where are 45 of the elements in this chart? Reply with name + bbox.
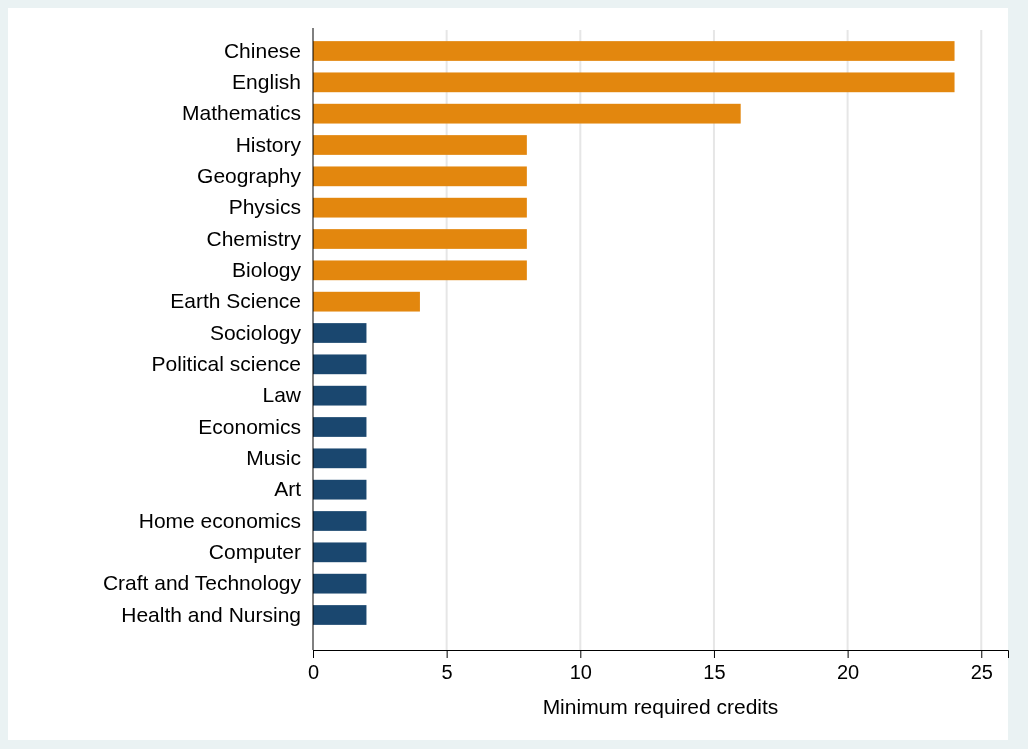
- y-tick-label: Music: [246, 446, 301, 470]
- bar: [313, 323, 367, 343]
- y-tick-label: Geography: [197, 164, 302, 188]
- x-axis-title: Minimum required credits: [542, 695, 779, 718]
- bar: [313, 542, 367, 563]
- x-tick-label: 5: [441, 661, 453, 683]
- y-tick-label: Earth Science: [170, 289, 301, 313]
- y-tick-label: Law: [262, 383, 302, 407]
- y-tick-label: Art: [274, 477, 302, 501]
- y-tick-label: Biology: [232, 258, 302, 282]
- y-tick-label: History: [235, 132, 302, 156]
- bar: [313, 103, 741, 124]
- bar: [313, 229, 527, 249]
- y-tick-label: Chemistry: [206, 226, 302, 250]
- bar: [313, 166, 527, 187]
- bar: [313, 354, 367, 375]
- x-tick-label: 15: [703, 661, 726, 683]
- bar: [313, 291, 420, 312]
- y-tick-label: Sociology: [209, 320, 302, 344]
- y-tick-label: Physics: [228, 195, 301, 219]
- bar: [313, 72, 955, 93]
- x-tick-label: 25: [970, 661, 993, 683]
- x-tick-label: 0: [307, 661, 320, 683]
- x-tick-label: 20: [836, 661, 860, 683]
- bar: [313, 135, 527, 155]
- bar: [313, 448, 367, 469]
- bar: [313, 417, 367, 437]
- y-tick-label: Computer: [208, 540, 302, 564]
- y-tick-label: Craft and Technology: [102, 571, 302, 595]
- y-tick-label: Home economics: [138, 508, 301, 532]
- y-tick-label: English: [232, 70, 301, 94]
- bar: [313, 573, 367, 594]
- y-tick-label: Political science: [151, 352, 301, 376]
- y-tick-label: Economics: [198, 414, 301, 438]
- y-tick-label: Health and Nursing: [121, 602, 301, 626]
- bar: [313, 260, 527, 281]
- bar: [313, 41, 955, 61]
- y-tick-label: Chinese: [223, 38, 301, 62]
- bar: [313, 197, 527, 218]
- bar: [313, 479, 367, 500]
- x-tick-label: 10: [569, 661, 592, 683]
- y-tick-label: Mathematics: [181, 101, 301, 125]
- bar: [313, 385, 367, 406]
- bar: [313, 605, 367, 625]
- bar: [313, 511, 367, 531]
